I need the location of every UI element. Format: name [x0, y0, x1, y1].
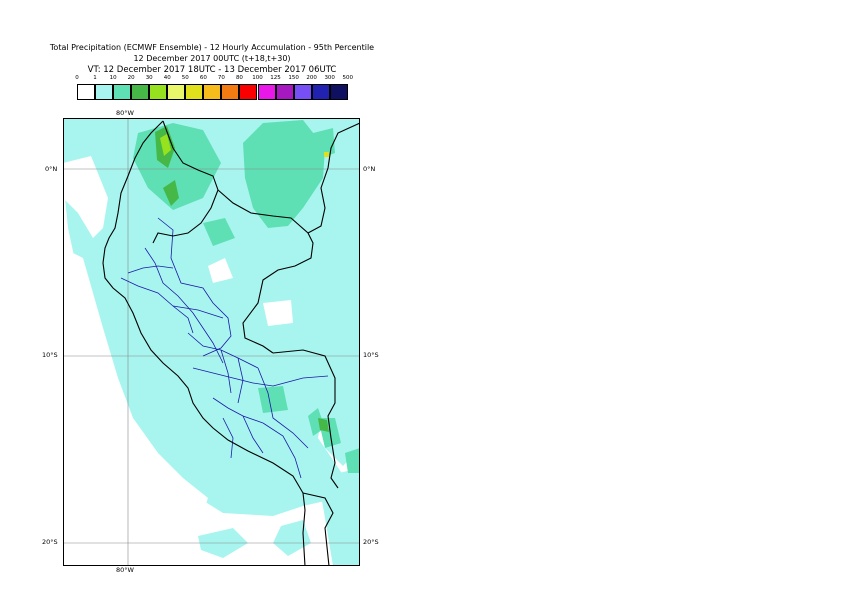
lat-label-right-0: 0°N: [363, 165, 376, 173]
legend-color-box: [113, 84, 132, 100]
legend-threshold-label: 30: [145, 75, 153, 81]
legend-threshold-label: 100: [252, 75, 263, 81]
legend-threshold-label: 80: [235, 75, 243, 81]
legend-threshold-label: 0: [75, 75, 79, 81]
lat-label-right-10s: 10°S: [363, 351, 379, 359]
legend-color-box: [185, 84, 204, 100]
lat-label-right-20s: 20°S: [363, 538, 379, 546]
lat-label-left-10s: 10°S: [42, 351, 58, 359]
legend-threshold-label: 50: [181, 75, 189, 81]
admin-boundaries: [120, 217, 329, 479]
legend-threshold-label: 150: [288, 75, 299, 81]
precip-shade-30-40: [160, 134, 171, 156]
lon-label-top: 80°W: [116, 109, 134, 117]
legend-color-box: [95, 84, 114, 100]
legend-color-box: [311, 84, 330, 100]
legend-threshold-label: 125: [270, 75, 281, 81]
precipitation-map: [63, 118, 360, 566]
precip-shade-10-20: [133, 120, 360, 473]
title-line-1: Total Precipitation (ECMWF Ensemble) - 1…: [49, 43, 375, 52]
legend-threshold-label: 200: [306, 75, 317, 81]
legend-threshold-label: 40: [163, 75, 171, 81]
lon-label-bottom: 80°W: [116, 566, 134, 574]
legend-threshold-label: 20: [127, 75, 135, 81]
legend-color-box: [77, 84, 95, 100]
legend-threshold-label: 300: [324, 75, 335, 81]
precip-shade-50-60: [324, 152, 329, 157]
legend-color-box: [167, 84, 186, 100]
coastline-borders: [102, 120, 360, 566]
legend-threshold-label: 1: [93, 75, 97, 81]
legend-threshold-label: 500: [342, 75, 354, 81]
legend-color-box: [329, 84, 348, 100]
legend-color-box: [275, 84, 294, 100]
legend-color-box: [221, 84, 240, 100]
legend-color-box: [257, 84, 276, 100]
legend-color-box: [131, 84, 150, 100]
lat-label-left-0: 0°N: [45, 165, 58, 173]
title-line-3: VT: 12 December 2017 18UTC - 13 December…: [87, 65, 337, 75]
legend-threshold-label: 60: [199, 75, 207, 81]
legend-color-box: [149, 84, 168, 100]
title-line-2: 12 December 2017 00UTC (t+18,t+30): [133, 54, 291, 63]
lat-label-left-20s: 20°S: [42, 538, 58, 546]
legend-threshold-label: 70: [217, 75, 225, 81]
legend-color-box: [239, 84, 258, 100]
legend-threshold-label: 10: [109, 75, 117, 81]
legend-color-box: [293, 84, 312, 100]
gridlines: [63, 118, 360, 566]
legend-color-box: [203, 84, 222, 100]
map-frame: [63, 118, 360, 566]
